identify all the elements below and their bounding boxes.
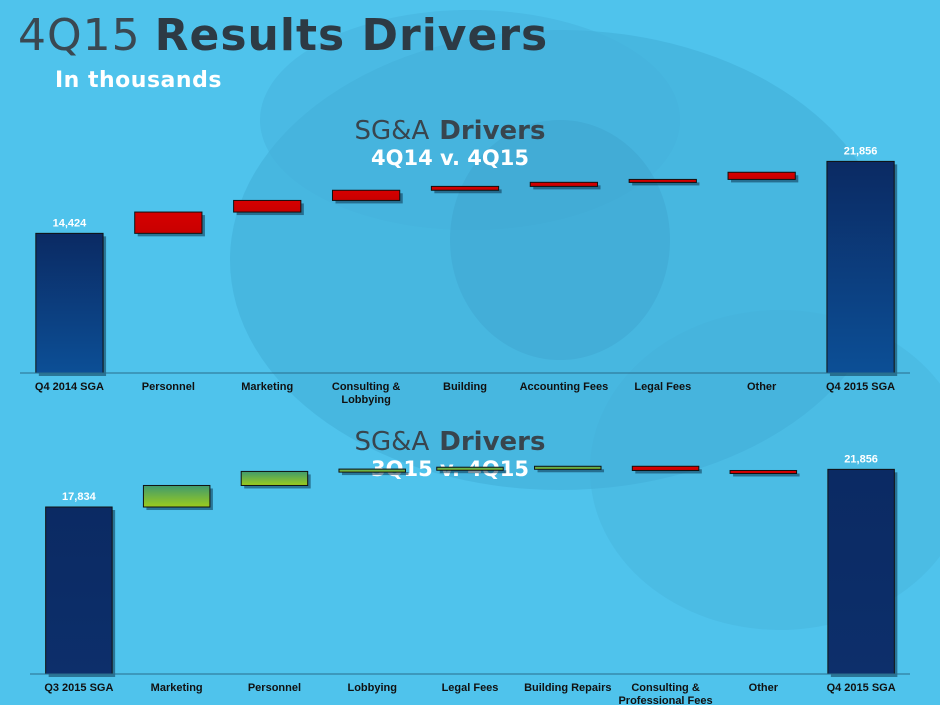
bar-marketing — [142, 484, 211, 508]
bar-shadow-legal-fees — [439, 470, 507, 474]
bar-personnel — [240, 470, 309, 486]
tick-label-accounting-fees: Accounting Fees — [520, 381, 609, 393]
page-subtitle: In thousands — [55, 68, 222, 93]
tick-label-personnel: Personnel — [248, 682, 301, 694]
bar-shadow-other — [733, 473, 800, 477]
title-period: 4Q15 — [18, 10, 141, 61]
bar-q4-2015-sga — [826, 160, 895, 374]
chart1-heading: SG&A Drivers 4Q14 v. 4Q15 — [300, 116, 600, 170]
chart1-title: SG&A Drivers — [300, 116, 600, 146]
tick-label-lobbying: Lobbying — [347, 682, 397, 694]
chart2-title-light: SG&A — [354, 427, 430, 457]
bar-other — [729, 469, 798, 474]
title-main: Results Drivers — [154, 10, 549, 61]
bar-marketing — [233, 199, 302, 213]
tick-label-q4-2014-sga: Q4 2014 SGA — [35, 381, 104, 393]
bar-shadow-accounting-fees — [533, 185, 601, 190]
tick-label-consulting-and-professional-fees: Consulting & Professional Fees — [618, 682, 712, 705]
data-label-q4-2015-sga: 21,856 — [844, 453, 878, 465]
tick-label-building: Building — [443, 381, 487, 393]
bar-accounting-fees — [529, 181, 599, 187]
chart2-title-bold: Drivers — [439, 427, 546, 457]
tick-label-consulting-and-lobbying: Consulting & Lobbying — [332, 381, 400, 406]
tick-label-legal-fees: Legal Fees — [634, 381, 691, 393]
tick-label-q4-2015-sga: Q4 2015 SGA — [826, 381, 895, 393]
bar-consulting-and-lobbying — [331, 189, 401, 201]
bar-q4-2014-sga — [35, 232, 104, 374]
page-title: 4Q15 Results Drivers — [18, 10, 548, 62]
tick-label-q3-2015-sga: Q3 2015 SGA — [44, 682, 113, 694]
bar-shadow-building-repairs — [537, 469, 605, 473]
bar-shadow-building — [434, 189, 502, 194]
waterfall-chart-4q14-4q15: 14,424 Q4 2014 SGA Personnel Marketing Consu… — [20, 145, 910, 406]
bar-shadow-lobbying — [341, 472, 409, 476]
bar-legal-fees — [628, 178, 697, 183]
tick-label-legal-fees: Legal Fees — [442, 682, 499, 694]
bar-other — [727, 171, 796, 180]
chart1-title-bold: Drivers — [439, 116, 546, 146]
data-label-q4-2015-sga: 21,856 — [844, 145, 878, 157]
tick-label-other: Other — [749, 682, 779, 694]
bar-q3-2015-sga — [45, 506, 113, 675]
bar-q4-2015-sga — [827, 468, 895, 675]
chart2-title: SG&A Drivers — [300, 427, 600, 457]
tick-label-marketing: Marketing — [241, 381, 293, 393]
bar-legal-fees — [436, 466, 504, 471]
bar-lobbying — [338, 468, 406, 473]
tick-label-personnel: Personnel — [142, 381, 195, 393]
bar-shadow-consulting-and-professional-fees — [635, 469, 702, 474]
data-label-q4-2014-sga: 14,424 — [53, 217, 88, 229]
bar-building — [430, 185, 500, 191]
chart1-period: 4Q14 v. 4Q15 — [371, 146, 529, 170]
tick-label-q4-2015-sga: Q4 2015 SGA — [827, 682, 896, 694]
tick-label-building-repairs: Building Repairs — [524, 682, 611, 694]
bar-consulting-and-professional-fees — [631, 465, 700, 471]
data-label-q3-2015-sga: 17,834 — [62, 491, 97, 503]
tick-label-other: Other — [747, 381, 777, 393]
bar-shadow-legal-fees — [632, 182, 700, 186]
chart1-title-light: SG&A — [354, 116, 430, 146]
bar-building-repairs — [534, 465, 602, 470]
bar-personnel — [134, 211, 203, 234]
tick-label-marketing: Marketing — [151, 682, 203, 694]
